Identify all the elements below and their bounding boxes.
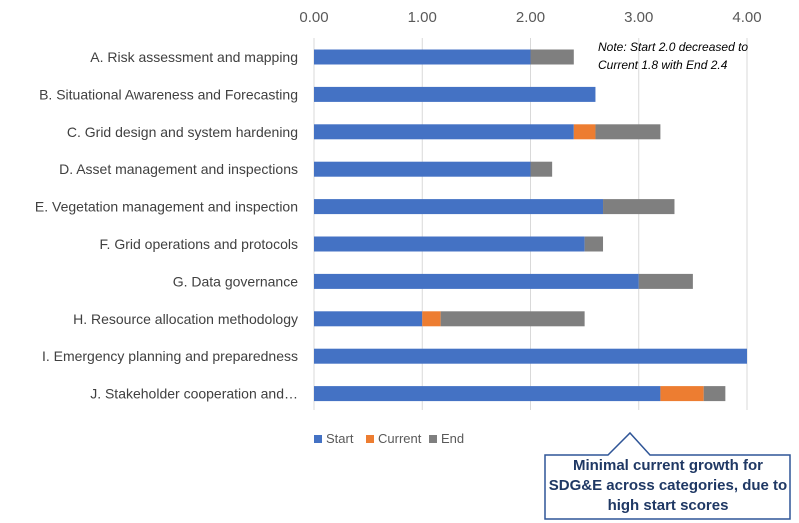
legend-label: End bbox=[441, 431, 464, 446]
bar-end bbox=[603, 199, 675, 215]
bar-start bbox=[314, 236, 585, 252]
bar-end bbox=[440, 311, 585, 327]
category-label: A. Risk assessment and mapping bbox=[90, 49, 298, 65]
bar-current bbox=[422, 311, 441, 327]
bar-start bbox=[314, 124, 574, 140]
category-labels: A. Risk assessment and mapping B. Situati… bbox=[35, 49, 298, 402]
category-label: E. Vegetation management and inspection bbox=[35, 199, 298, 215]
category-label: F. Grid operations and protocols bbox=[100, 236, 298, 252]
note-line-1: Note: Start 2.0 decreased to bbox=[598, 40, 749, 54]
bar-start bbox=[314, 49, 531, 65]
legend-swatch bbox=[314, 435, 322, 443]
bar-end bbox=[530, 161, 553, 177]
bar-end bbox=[703, 386, 726, 402]
legend: Start Current End bbox=[314, 431, 464, 446]
legend-swatch bbox=[429, 435, 437, 443]
bar-start bbox=[314, 311, 423, 327]
legend-label: Current bbox=[378, 431, 422, 446]
bar-start bbox=[314, 86, 596, 102]
note-line-2: Current 1.8 with End 2.4 bbox=[598, 58, 728, 72]
bar-start bbox=[314, 199, 604, 215]
bar-start bbox=[314, 348, 747, 364]
callout-shape bbox=[544, 431, 791, 520]
category-label: C. Grid design and system hardening bbox=[67, 124, 298, 140]
bar-start bbox=[314, 386, 661, 402]
bar-end bbox=[584, 236, 604, 252]
note-annotation: Note: Start 2.0 decreased to Current 1.8… bbox=[598, 38, 788, 74]
x-tick-label: 1.00 bbox=[408, 9, 437, 26]
bars bbox=[314, 49, 747, 402]
callout-box bbox=[544, 431, 791, 520]
category-label: I. Emergency planning and preparedness bbox=[42, 348, 298, 364]
category-label: H. Resource allocation methodology bbox=[73, 311, 298, 327]
x-tick-label: 0.00 bbox=[299, 9, 328, 26]
bar-end bbox=[530, 49, 574, 65]
bar-end bbox=[595, 124, 661, 140]
legend-swatch bbox=[366, 435, 374, 443]
bar-start bbox=[314, 273, 639, 289]
bar-current bbox=[660, 386, 704, 402]
category-label: B. Situational Awareness and Forecasting bbox=[39, 86, 298, 102]
x-axis-ticks: 0.00 1.00 2.00 3.00 4.00 bbox=[299, 9, 761, 26]
bar-start bbox=[314, 161, 531, 177]
bar-current bbox=[573, 124, 596, 140]
category-label: J. Stakeholder cooperation and… bbox=[90, 386, 298, 402]
x-tick-label: 2.00 bbox=[516, 9, 545, 26]
x-tick-label: 4.00 bbox=[732, 9, 761, 26]
category-label: D. Asset management and inspections bbox=[59, 161, 298, 177]
bar-end bbox=[638, 273, 693, 289]
callout-text: Minimal current growth for SDG&E across … bbox=[548, 457, 788, 514]
legend-label: Start bbox=[326, 431, 354, 446]
x-tick-label: 3.00 bbox=[624, 9, 653, 26]
category-label: G. Data governance bbox=[173, 273, 299, 289]
